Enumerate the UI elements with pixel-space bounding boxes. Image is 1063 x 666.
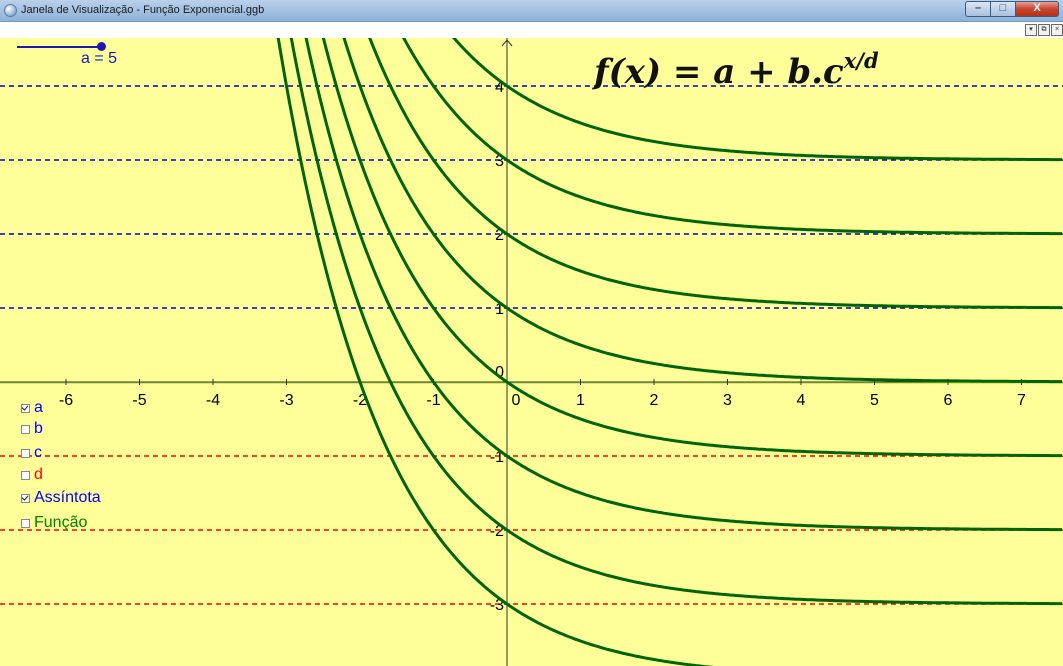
- function-curve: [452, 38, 1062, 162]
- maximize-button[interactable]: □: [991, 1, 1016, 17]
- x-tick-label: 5: [870, 392, 879, 409]
- checkbox-label: Função: [34, 514, 88, 531]
- function-curve: [402, 38, 1062, 236]
- graphics-view[interactable]: -6 -5 -4 -3 -2 -1 0 1 2 3 4 5 6 7 4 3 2 1 0 -1 -2 -3: [0, 38, 1063, 666]
- x-tick-label: 0: [512, 392, 521, 409]
- checkbox-label: Assíntota: [34, 489, 101, 506]
- checkbox-a[interactable]: a: [21, 399, 43, 417]
- x-tick-label: 3: [723, 392, 732, 409]
- function-curve: [368, 38, 1062, 310]
- close-button[interactable]: X: [1016, 1, 1059, 17]
- y-tick-label: 3: [495, 153, 504, 170]
- y-tick-label: 0: [495, 364, 504, 381]
- checkbox-label: a: [34, 399, 43, 416]
- checkbox-d[interactable]: d: [21, 466, 43, 484]
- formula-main: f(x) = a + b.c: [594, 52, 844, 92]
- minimize-button[interactable]: –: [965, 1, 991, 17]
- y-tick-label: -1: [490, 449, 504, 466]
- checkbox-label: b: [34, 420, 43, 437]
- function-curve: [276, 38, 715, 666]
- view-header-buttons: ▾ ⧉ ×: [1024, 24, 1063, 36]
- geogebra-app-icon: [4, 4, 17, 17]
- x-tick-label: 2: [650, 392, 659, 409]
- checkbox-assíntota[interactable]: Assíntota: [21, 489, 101, 507]
- y-tick-label: 2: [495, 227, 504, 244]
- function-curve: [321, 38, 1062, 458]
- function-curve: [289, 38, 1062, 606]
- checkbox-box[interactable]: [21, 470, 30, 480]
- function-curve: [304, 38, 1062, 532]
- x-tick-label: 6: [944, 392, 953, 409]
- checkbox-box[interactable]: [21, 518, 30, 528]
- x-tick-label: -6: [59, 392, 73, 409]
- checkbox-box[interactable]: [21, 424, 30, 434]
- y-tick-label: 1: [495, 301, 504, 318]
- window-controls: – □ X: [965, 0, 1059, 18]
- formula-exponent: x/d: [843, 48, 879, 73]
- checkbox-box[interactable]: [21, 493, 30, 503]
- checkbox-função[interactable]: Função: [21, 514, 87, 532]
- window-title: Janela de Visualização - Função Exponenc…: [21, 4, 265, 16]
- function-curve: [342, 38, 1062, 384]
- checkbox-box[interactable]: [21, 403, 30, 413]
- x-tick-label: -4: [206, 392, 220, 409]
- window-titlebar: Janela de Visualização - Função Exponenc…: [0, 0, 1063, 22]
- x-tick-label: 7: [1017, 392, 1026, 409]
- checkbox-label: d: [34, 466, 43, 483]
- x-tick-label: -3: [279, 392, 293, 409]
- slider-a-track[interactable]: [17, 46, 101, 48]
- slider-a-knob[interactable]: [97, 42, 106, 51]
- checkbox-label: c: [34, 444, 42, 461]
- checkbox-box[interactable]: [21, 448, 30, 458]
- x-tick-label: 4: [797, 392, 806, 409]
- function-formula: f(x) = a + b.cx/d: [594, 48, 879, 92]
- view-detach-button[interactable]: ⧉: [1038, 24, 1050, 36]
- y-tick-label: 4: [495, 79, 504, 96]
- view-header: [0, 22, 1063, 38]
- checkbox-b[interactable]: b: [21, 420, 43, 438]
- view-menu-button[interactable]: ▾: [1025, 24, 1037, 36]
- x-tick-label: 1: [576, 392, 585, 409]
- y-tick-label: -2: [490, 523, 504, 540]
- slider-a-label: a = 5: [81, 50, 118, 67]
- y-tick-label: -3: [490, 597, 504, 614]
- x-tick-label: -5: [132, 392, 146, 409]
- view-close-button[interactable]: ×: [1051, 24, 1063, 36]
- checkbox-c[interactable]: c: [21, 444, 42, 462]
- y-axis-arrow: [501, 39, 513, 47]
- x-tick-label: -1: [426, 392, 440, 409]
